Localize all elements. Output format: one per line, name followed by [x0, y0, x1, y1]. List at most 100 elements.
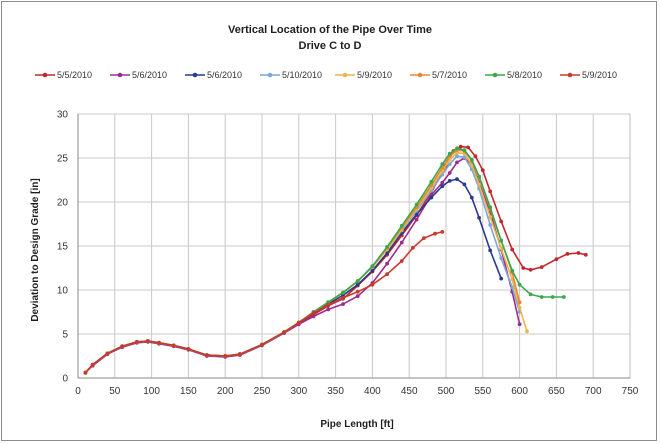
data-point: [583, 252, 588, 257]
data-point: [385, 245, 389, 249]
legend-swatch-marker: [567, 72, 573, 78]
data-point: [477, 215, 481, 220]
chart-axes: 0 50 100 150 200 250 300 350 400 450 500 550 600 650 7…: [57, 110, 639, 398]
data-point: [488, 248, 493, 253]
data-point: [477, 174, 481, 179]
data-point: [517, 282, 522, 287]
data-point: [157, 340, 161, 345]
x-tick-label: 650: [548, 386, 565, 397]
legend-item: 5/6/2010: [110, 70, 167, 80]
data-point: [326, 307, 331, 312]
data-point: [414, 217, 419, 222]
data-point: [473, 154, 478, 159]
legend-swatch-marker: [42, 72, 48, 78]
data-point: [296, 320, 301, 325]
legend-label: 5/10/2010: [282, 70, 322, 80]
legend-item: 5/7/2010: [410, 70, 467, 80]
data-point: [477, 182, 481, 187]
series-line: [84, 157, 521, 374]
legend-label: 5/9/2010: [582, 70, 617, 80]
data-point: [440, 162, 445, 167]
chart-title: Vertical Location of the Pipe Over Time: [228, 24, 432, 36]
data-point: [447, 151, 452, 156]
data-point: [311, 311, 316, 315]
y-tick-label: 10: [57, 286, 69, 297]
data-point: [326, 303, 331, 307]
data-point: [499, 219, 504, 224]
data-point: [469, 195, 474, 200]
legend-label: 5/5/2010: [57, 70, 92, 80]
data-point: [370, 264, 375, 269]
data-point: [135, 340, 139, 344]
legend-item: 5/10/2010: [260, 70, 322, 80]
x-tick-label: 450: [401, 386, 418, 397]
x-tick-label: 500: [438, 386, 455, 397]
data-point: [455, 160, 459, 165]
x-tick-label: 550: [474, 386, 491, 397]
data-point: [326, 300, 331, 305]
y-tick-label: 30: [57, 110, 69, 121]
y-axis-label: Deviation to Design Grade [in]: [30, 178, 41, 321]
data-point: [528, 267, 533, 272]
y-tick-label: 0: [62, 374, 68, 385]
data-point: [455, 154, 459, 159]
data-point: [539, 295, 544, 299]
y-tick-label: 15: [57, 242, 69, 253]
data-point: [550, 295, 555, 299]
data-point: [120, 344, 125, 349]
data-point: [510, 285, 515, 290]
data-point: [341, 290, 345, 295]
legend-swatch-marker: [417, 72, 423, 78]
legend-item: 5/9/2010: [335, 70, 392, 80]
legend-item: 5/8/2010: [485, 70, 542, 80]
data-point: [105, 351, 110, 356]
data-point: [525, 329, 529, 334]
data-point: [370, 268, 375, 273]
data-point: [341, 302, 345, 306]
data-point: [561, 295, 566, 299]
data-point: [499, 246, 504, 251]
data-point: [399, 240, 404, 245]
legend-label: 5/6/2010: [132, 70, 167, 80]
legend-label: 5/9/2010: [357, 70, 392, 80]
data-point: [455, 146, 459, 151]
legend-label: 5/6/2010: [207, 70, 242, 80]
data-point: [517, 322, 522, 327]
data-point: [462, 148, 467, 153]
legend-item: 5/5/2010: [35, 70, 92, 80]
data-point: [260, 342, 264, 347]
x-tick-label: 300: [290, 386, 307, 397]
x-tick-label: 0: [75, 386, 81, 397]
data-point: [499, 256, 504, 261]
legend-swatch-marker: [267, 72, 273, 78]
data-point: [440, 184, 445, 189]
data-point: [499, 276, 504, 281]
x-tick-label: 750: [622, 386, 639, 397]
series-line: [84, 155, 521, 374]
x-tick-label: 350: [327, 386, 344, 397]
data-point: [458, 144, 463, 149]
chart-series: [83, 144, 588, 375]
series-3: [83, 177, 504, 375]
data-point: [488, 205, 493, 210]
data-point: [399, 223, 404, 228]
legend-item: 5/9/2010: [560, 70, 617, 80]
x-tick-label: 150: [180, 386, 197, 397]
data-point: [433, 231, 437, 236]
data-point: [480, 168, 485, 173]
data-point: [355, 289, 360, 294]
series-8: [83, 230, 445, 375]
data-point: [414, 202, 419, 207]
legend-label: 5/7/2010: [432, 70, 467, 80]
data-point: [186, 347, 191, 351]
legend-label: 5/8/2010: [507, 70, 542, 80]
data-point: [355, 282, 360, 287]
x-tick-label: 200: [217, 386, 234, 397]
data-point: [469, 157, 474, 162]
x-tick-label: 700: [585, 386, 602, 397]
data-point: [238, 352, 242, 357]
data-point: [411, 245, 415, 250]
data-point: [466, 145, 470, 150]
